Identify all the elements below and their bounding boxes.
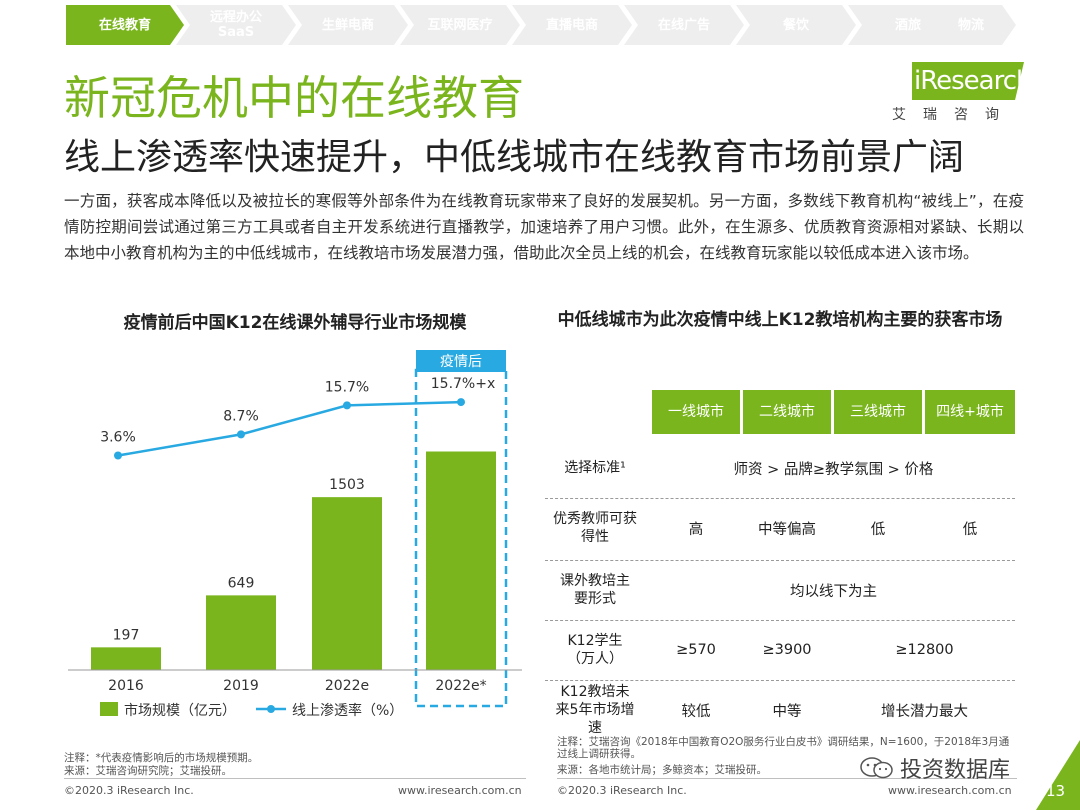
footer-url-left[interactable]: www.iresearch.com.cn [398,784,522,797]
nav-tab-catering[interactable]: 餐饮 [736,5,856,45]
nav-tab-fresh-ecommerce[interactable]: 生鲜电商 [288,5,408,45]
legend-bar-swatch [100,702,118,716]
footer-url-right[interactable]: www.iresearch.com.cn [888,784,1012,797]
row-label-format: 课外教培主要形式 [560,573,630,607]
market-size-chart: 疫情后 197 649 1503 2016 2019 2022e 2022e* 3.6% 8… [68,350,522,719]
chart-title: 疫情前后中国K12在线课外辅导行业市场规模 [123,313,467,333]
footer-copyright-right: ©2020.3 iResearch Inc. [557,784,687,797]
row-label-students: K12学生（万人） [567,633,623,667]
x-tick-label: 2019 [223,678,259,694]
bar-value-label: 197 [113,627,140,643]
footer-divider-right [557,778,1017,779]
rate-value-label: 3.6% [100,430,136,446]
cell-growth-tier34: 增长潜力最大 [881,703,968,720]
page-number: 13 [1046,782,1066,800]
legend-bar-label: 市场规模（亿元） [124,702,236,719]
top-nav: 在线教育 远程办公 SaaS 生鲜电商 互联网医疗 直播电商 在线广告 餐饮 酒… [66,5,1016,45]
rate-point [114,451,122,460]
cell-teacher-tier2: 中等偏高 [758,521,816,538]
watermark: 投资数据库 [860,752,1010,784]
row-label-teacher: 优秀教师可获得性 [553,511,637,545]
bar-value-label: 649 [228,575,255,591]
row-format-merged: 均以线下为主 [790,583,877,600]
rate-value-label: 15.7% [325,379,369,395]
nav-tab-online-ads[interactable]: 在线广告 [624,5,744,45]
iresearch-logo: iResearch 艾瑞咨询 [890,60,1032,124]
right-note: 注释：艾瑞咨询《2018年中国教育O2O服务行业白皮书》调研结果，N=1600，… [557,736,1010,760]
legend-line-label: 线上渗透率（%） [292,702,403,719]
bar-2022e [312,497,382,670]
rate-point [237,430,245,439]
cell-teacher-tier4: 低 [962,521,978,538]
row-divider [545,680,1015,681]
rate-value-label: 8.7% [223,408,259,424]
bar-value-label: 1503 [329,477,365,493]
row-criteria-merged: 师资 > 品牌≥教学氛围 > 价格 [733,461,934,478]
cell-teacher-tier1: 高 [688,521,704,538]
post-epidemic-label: 疫情后 [440,354,482,370]
x-tick-label: 2022e [325,678,369,694]
table-header-tier3: 三线城市 [834,390,922,434]
post-epidemic-label-bg [416,350,506,372]
footer-divider-left [64,778,526,779]
table-header-tier1: 一线城市 [652,390,740,434]
logo-badge [912,62,1024,100]
penetration-rate-line [117,400,462,457]
logo-subtitle: 艾瑞咨询 [892,107,1016,123]
left-note: 注释：*代表疫情影响后的市场规模预期。 [64,752,259,764]
right-source: 来源：各地市统计局；多鲸资本；艾瑞投研。 [557,764,767,776]
left-source: 来源：艾瑞咨询研究院；艾瑞投研。 [64,765,232,777]
footer-copyright-left: ©2020.3 iResearch Inc. [64,784,194,797]
nav-tab-logistics[interactable]: 物流 [926,5,1016,45]
cell-growth-tier1: 较低 [681,703,711,720]
logo-text: iResearch [914,66,1032,96]
x-tick-label: 2022e* [435,678,486,694]
cell-students-tier1: ≥570 [676,642,716,658]
wechat-icon [860,757,893,779]
page-title: 新冠危机中的在线教育 [64,71,524,125]
table-header-tier2: 二线城市 [743,390,831,434]
x-tick-label: 2016 [108,678,144,694]
row-label-growth: K12教培未来5年市场增速 [555,684,635,736]
rate-value-label: 15.7%+x [431,376,496,392]
row-divider [545,620,1015,621]
cell-teacher-tier3: 低 [870,521,886,538]
legend-line-marker [267,705,275,713]
row-divider [545,560,1015,561]
table-header-tier4: 四线+城市 [925,390,1015,434]
cell-students-tier34: ≥12800 [895,642,954,658]
bar-2022e* [426,451,496,670]
row-label-criteria: 选择标准¹ [564,460,626,476]
nav-tab-internet-medical[interactable]: 互联网医疗 [400,5,520,45]
nav-tab-online-education[interactable]: 在线教育 [66,5,184,45]
page-subtitle: 线上渗透率快速提升，中低线城市在线教育市场前景广阔 [64,137,965,178]
watermark-text: 投资数据库 [900,758,1011,783]
bar-2019 [206,595,276,670]
rate-point [343,401,351,410]
body-paragraph: 一方面，获客成本降低以及被拉长的寒假等外部条件为在线教育玩家带来了良好的发展契机… [64,192,1024,262]
row-divider [545,498,1015,499]
table-title: 中低线城市为此次疫情中线上K12教培机构主要的获客市场 [557,310,1003,330]
cell-students-tier2: ≥3900 [762,642,812,658]
cell-growth-tier2: 中等 [772,703,802,720]
rate-point [457,398,465,407]
nav-tab-live-ecommerce[interactable]: 直播电商 [512,5,632,45]
nav-tab-remote-office[interactable]: 远程办公 SaaS [176,5,296,45]
bar-2016 [91,647,161,670]
